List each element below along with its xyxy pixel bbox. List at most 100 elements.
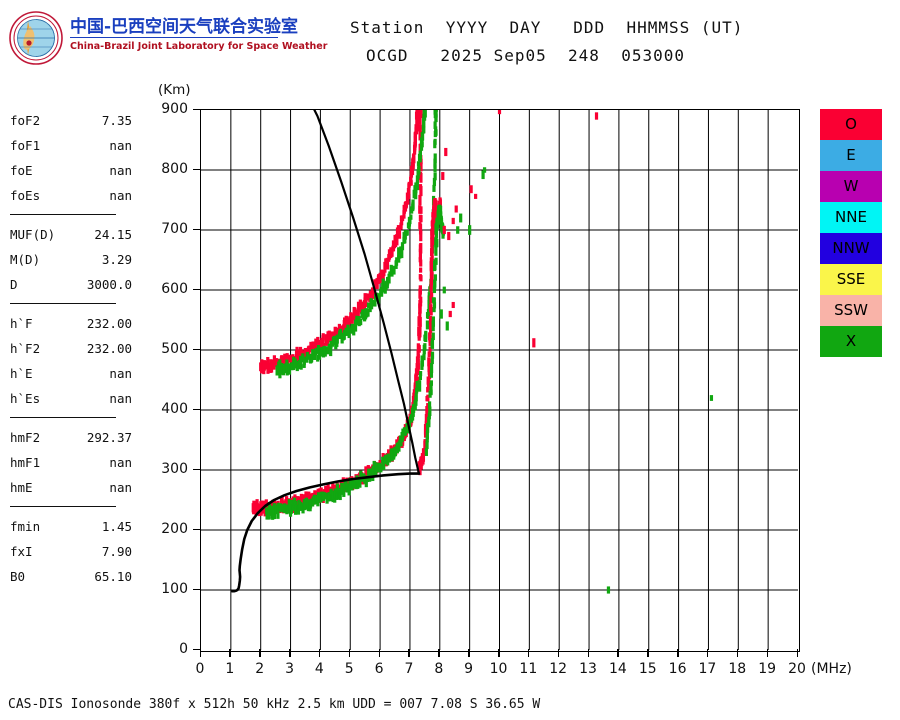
- logo-divider: [70, 37, 278, 38]
- y-tick-label: 900: [161, 101, 188, 117]
- header-labels: Station YYYY DAY DDD HHMMSS (UT): [350, 18, 744, 37]
- param-key: foE: [10, 163, 33, 178]
- param-key: fmin: [10, 519, 41, 534]
- param-row: foF1 nan: [8, 133, 138, 158]
- param-key: foEs: [10, 188, 41, 203]
- x-axis-unit: (MHz): [811, 661, 852, 677]
- lab-title-cn: 中国-巴西空间天气联合实验室: [70, 17, 299, 37]
- param-value: 232.00: [86, 316, 132, 331]
- x-tick-label: 4: [314, 661, 324, 677]
- x-tick-label: 12: [549, 661, 568, 677]
- param-value: 24.15: [94, 227, 132, 242]
- x-tick-label: 16: [668, 661, 687, 677]
- x-tick-label: 9: [464, 661, 474, 677]
- y-tick-label: 700: [161, 221, 188, 237]
- param-key: D: [10, 277, 18, 292]
- param-key: h`F2: [10, 341, 41, 356]
- param-row: foEs nan: [8, 183, 138, 208]
- param-key: B0: [10, 569, 26, 584]
- lab-title-en: China-Brazil Joint Laboratory for Space …: [70, 41, 328, 52]
- series-scatter-noise-x: [439, 167, 714, 594]
- param-value: nan: [109, 391, 132, 406]
- legend-item-sse[interactable]: SSE: [820, 264, 882, 295]
- param-value: nan: [109, 138, 132, 153]
- series-x-trace-2nd-hop: [275, 102, 427, 379]
- param-group-divider: [8, 500, 138, 514]
- y-tick-label: 400: [161, 401, 188, 417]
- lab-logo: 中国-巴西空间天气联合实验室 China-Brazil Joint Labora…: [8, 8, 327, 70]
- instrument-footer: CAS-DIS Ionosonde 380f x 512h 50 kHz 2.5…: [8, 697, 541, 712]
- station-header: Station YYYY DAY DDD HHMMSS (UT) OCGD 20…: [330, 18, 742, 75]
- y-tick-label: 800: [161, 161, 188, 177]
- x-tick-label: 5: [344, 661, 354, 677]
- ionogram-canvas: [201, 102, 798, 650]
- param-value: 1.45: [101, 519, 132, 534]
- param-key: hmE: [10, 480, 33, 495]
- param-value: nan: [109, 480, 132, 495]
- legend-item-o[interactable]: O: [820, 109, 882, 140]
- y-tick-label: 500: [161, 341, 188, 357]
- x-tick-label: 17: [698, 661, 717, 677]
- param-row: foE nan: [8, 158, 138, 183]
- x-tick-label: 1: [225, 661, 235, 677]
- x-tick-label: 3: [285, 661, 294, 677]
- y-tick-label: 100: [161, 581, 188, 597]
- x-tick-label: 8: [434, 661, 444, 677]
- series-x-trace-3rd-hop: [424, 204, 445, 456]
- param-value: 292.37: [86, 430, 132, 445]
- param-key: hmF1: [10, 455, 41, 470]
- grid-lines: [201, 110, 798, 650]
- param-key: foF2: [10, 113, 41, 128]
- param-key: h`Es: [10, 391, 41, 406]
- param-value: nan: [109, 188, 132, 203]
- globe-logo-icon: [9, 11, 63, 65]
- x-tick-label: 7: [404, 661, 414, 677]
- param-row: h`E nan: [8, 361, 138, 386]
- legend-item-e[interactable]: E: [820, 140, 882, 171]
- param-group-divider: [8, 208, 138, 222]
- legend-item-x[interactable]: X: [820, 326, 882, 357]
- legend-item-ssw[interactable]: SSW: [820, 295, 882, 326]
- y-tick-label: 300: [161, 461, 188, 477]
- param-row: h`Es nan: [8, 386, 138, 411]
- x-tick-label: 19: [758, 661, 777, 677]
- x-tick-label: 14: [608, 661, 627, 677]
- param-row: B0 65.10: [8, 564, 138, 589]
- polarization-legend: O E W NNE NNW SSE SSW X: [820, 109, 882, 357]
- param-key: h`F: [10, 316, 33, 331]
- ionogram-parameter-panel: foF2 7.35 foF1 nan foE nan foEs nan MUF(D) 24.15 M…: [8, 108, 138, 589]
- param-value: nan: [109, 455, 132, 470]
- param-row: foF2 7.35: [8, 108, 138, 133]
- x-tick-label: 15: [638, 661, 657, 677]
- param-value: nan: [109, 366, 132, 381]
- param-group-divider: [8, 411, 138, 425]
- param-group-divider: [8, 297, 138, 311]
- header-values: OCGD 2025 Sep05 248 053000: [366, 46, 685, 65]
- ionogram-plot: [200, 102, 800, 652]
- param-row: M(D) 3.29: [8, 247, 138, 272]
- y-axis-unit: (Km): [158, 82, 191, 98]
- x-tick-label: 6: [374, 661, 384, 677]
- param-value: 65.10: [94, 569, 132, 584]
- param-key: MUF(D): [10, 227, 56, 242]
- series-x-trace-1st-hop: [265, 104, 438, 520]
- x-tick-label: 13: [579, 661, 597, 677]
- x-tick-label: 18: [728, 661, 747, 677]
- x-tick-label: 11: [519, 661, 538, 677]
- x-tick-label: 20: [788, 661, 806, 677]
- legend-item-w[interactable]: W: [820, 171, 882, 202]
- param-row: MUF(D) 24.15: [8, 222, 138, 247]
- legend-item-nne[interactable]: NNE: [820, 202, 882, 233]
- param-key: fxI: [10, 544, 33, 559]
- param-row: D 3000.0: [8, 272, 138, 297]
- x-tick-label: 2: [255, 661, 265, 677]
- param-key: M(D): [10, 252, 41, 267]
- x-tick-label: 0: [195, 661, 205, 677]
- legend-item-nnw[interactable]: NNW: [820, 233, 882, 264]
- param-row: hmF2 292.37: [8, 425, 138, 450]
- param-value: 232.00: [86, 341, 132, 356]
- param-key: foF1: [10, 138, 41, 153]
- param-row: hmE nan: [8, 475, 138, 500]
- param-row: hmF1 nan: [8, 450, 138, 475]
- param-row: h`F 232.00: [8, 311, 138, 336]
